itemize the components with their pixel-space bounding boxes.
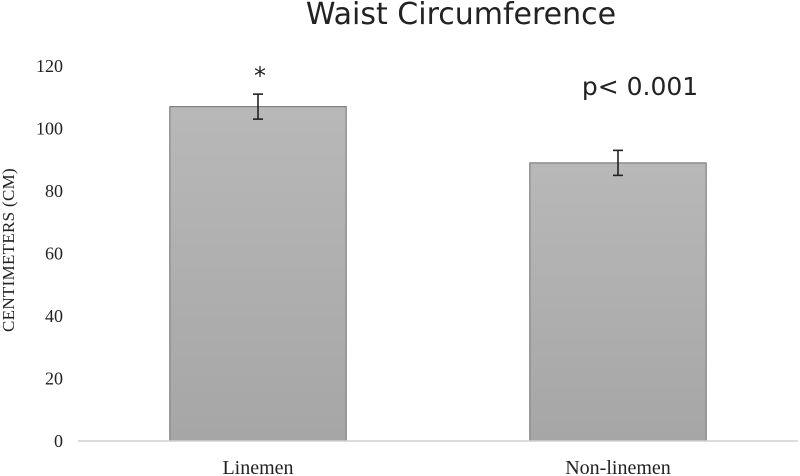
x-axis-categories: Linemen Non-linemen (222, 457, 670, 476)
y-tick-label: 40 (45, 306, 63, 326)
y-axis-label: CENTIMETERS (CM) (0, 168, 18, 332)
y-tick-label: 80 (45, 181, 63, 201)
significance-star: * (254, 62, 266, 90)
y-tick-label: 0 (54, 431, 63, 451)
bars (169, 93, 707, 442)
chart-title: Waist Circumference (306, 0, 616, 32)
error-bar (253, 93, 263, 120)
bar-linemen (169, 106, 347, 442)
y-tick-label: 120 (36, 56, 63, 76)
bar-non-linemen (529, 162, 707, 442)
y-axis-ticks: 0 20 40 60 80 100 120 (36, 56, 63, 451)
x-category-label: Linemen (222, 457, 293, 476)
x-category-label: Non-linemen (565, 457, 671, 476)
y-tick-label: 100 (36, 119, 63, 139)
error-bar (613, 149, 623, 177)
y-tick-label: 20 (45, 369, 63, 389)
p-value-annotation: p< 0.001 (582, 72, 698, 101)
y-tick-label: 60 (45, 244, 63, 264)
